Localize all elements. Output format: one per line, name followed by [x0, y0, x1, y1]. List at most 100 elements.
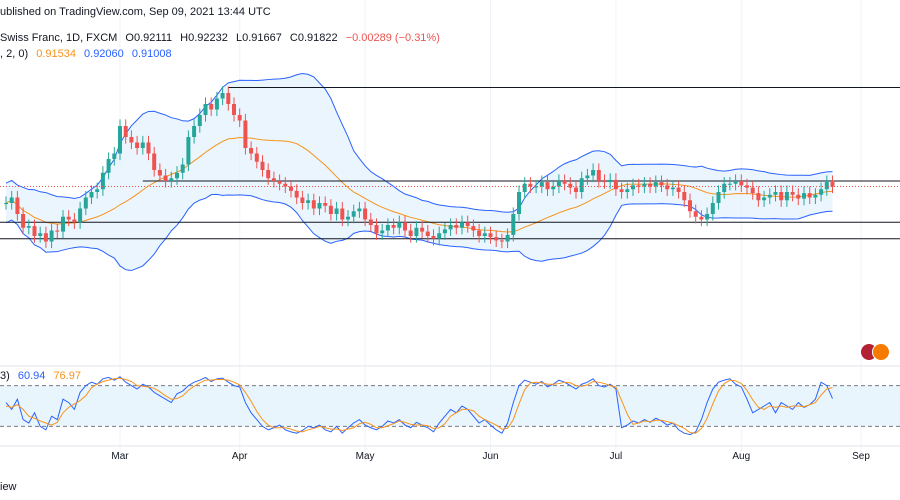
candle-body-34 [197, 115, 202, 126]
candle-body-108 [619, 189, 624, 192]
candle-body-104 [596, 170, 601, 181]
x-tick-apr: Apr [232, 451, 248, 462]
candle-body-64 [368, 219, 373, 225]
candle-body-6 [38, 233, 43, 236]
candle-body-145 [830, 182, 835, 187]
candle-body-40 [232, 104, 236, 115]
candle-body-7 [43, 233, 48, 242]
candle-body-114 [653, 182, 658, 187]
candle-body-107 [613, 179, 618, 190]
candle-body-42 [243, 120, 248, 148]
candle-body-5 [32, 226, 37, 236]
candle-body-139 [796, 194, 801, 199]
candle-body-138 [790, 192, 795, 195]
candle-body-93 [534, 186, 539, 188]
candle-body-117 [670, 187, 675, 190]
candle-body-91 [522, 183, 527, 192]
candle-body-41 [237, 115, 242, 121]
bb-params: , 2, 0) [0, 48, 29, 60]
candle-body-90 [517, 192, 521, 214]
candle-body-120 [688, 200, 692, 212]
candle-body-105 [602, 181, 607, 183]
candle-body-88 [505, 234, 510, 242]
candle-body-15 [89, 192, 94, 198]
bollinger-legend[interactable]: , 2, 0) 0.91534 0.92060 0.91008 [0, 48, 177, 60]
candle-body-9 [55, 230, 60, 232]
candle-body-20 [118, 126, 122, 154]
basis-line [5, 137, 833, 233]
candle-body-51 [294, 190, 299, 198]
published-line: ublished on TradingView.com, Sep 09, 202… [0, 6, 276, 18]
stoch-d-value: 76.97 [53, 370, 81, 382]
change-value: −0.00289 (−0.31%) [345, 32, 440, 44]
candle-body-72 [414, 227, 419, 236]
candle-body-82 [471, 226, 476, 231]
x-tick-sep: Sep [852, 451, 870, 462]
candle-body-85 [488, 233, 493, 238]
candle-body-23 [135, 142, 140, 148]
candle-body-74 [425, 231, 430, 236]
candle-body-127 [727, 183, 732, 185]
events-icon[interactable] [872, 343, 890, 361]
high-value: H0.92232 [180, 32, 228, 44]
candle-body-106 [608, 179, 613, 183]
economic-events-icon[interactable] [860, 343, 896, 361]
candle-body-25 [146, 142, 151, 154]
candle-body-65 [374, 225, 379, 234]
candle-body-49 [283, 183, 288, 187]
candle-body-101 [579, 178, 584, 192]
candle-body-56 [323, 203, 328, 206]
footer-text: iew [0, 481, 22, 493]
candle-body-95 [545, 182, 550, 190]
candle-body-81 [465, 222, 470, 227]
candle-body-0 [4, 203, 8, 204]
x-tick-may: May [356, 451, 375, 462]
candle-body-58 [334, 208, 339, 214]
candle-body-55 [317, 203, 322, 209]
candle-body-84 [482, 233, 487, 236]
close-value: C0.91822 [289, 32, 338, 44]
candle-body-52 [300, 197, 305, 203]
candle-body-28 [163, 175, 168, 181]
candle-body-96 [551, 186, 556, 190]
candle-body-29 [169, 178, 174, 181]
candle-body-83 [477, 230, 482, 236]
candle-body-137 [784, 192, 789, 201]
candle-body-21 [123, 126, 128, 137]
candle-body-73 [420, 227, 425, 232]
stoch-k-value: 60.94 [17, 370, 46, 382]
candle-body-80 [460, 222, 464, 228]
candle-body-59 [340, 208, 345, 220]
candle-body-61 [351, 211, 356, 217]
candle-body-32 [186, 137, 191, 165]
candle-body-62 [357, 208, 362, 212]
candle-body-66 [380, 230, 385, 234]
candle-body-141 [807, 193, 812, 198]
candle-body-112 [642, 183, 647, 187]
candle-body-94 [539, 182, 544, 187]
candle-body-140 [802, 193, 806, 199]
candles [4, 86, 835, 249]
candle-body-76 [437, 233, 442, 239]
stochastic-legend[interactable]: 3) 60.94 76.97 [0, 370, 86, 382]
candle-body-128 [733, 181, 738, 184]
candle-body-68 [391, 225, 396, 228]
candle-body-110 [631, 185, 635, 190]
lower-band [5, 193, 833, 272]
candle-body-87 [499, 240, 504, 242]
x-tick-jul: Jul [610, 451, 623, 462]
candle-body-39 [226, 93, 231, 104]
candle-body-136 [779, 192, 784, 201]
candle-body-18 [106, 159, 111, 173]
candle-body-45 [260, 161, 265, 170]
candle-body-98 [562, 181, 567, 184]
candle-body-118 [676, 187, 681, 192]
open-value: O0.92111 [125, 32, 173, 44]
symbol-line: Swiss Franc, 1D, FXCM O0.92111 H0.92232 … [0, 32, 445, 44]
candle-body-53 [306, 200, 311, 203]
stoch-k-line [5, 376, 833, 436]
candle-body-70 [403, 222, 407, 231]
candle-body-92 [528, 183, 533, 187]
candle-body-134 [767, 194, 772, 198]
